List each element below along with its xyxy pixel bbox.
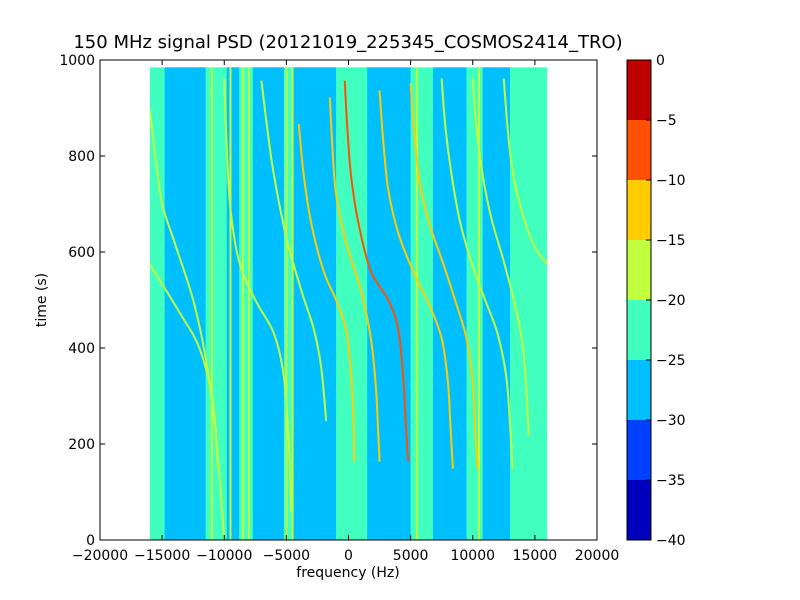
y-tick-label: 800	[68, 149, 95, 165]
x-tick-label: −10000	[196, 548, 252, 564]
colorbar-tick-label: 0	[656, 53, 665, 69]
spectrogram-image	[149, 67, 548, 540]
chart-title: 150 MHz signal PSD (20121019_225345_COSM…	[73, 32, 622, 53]
x-tick-label: 5000	[393, 548, 429, 564]
doppler-trace	[223, 78, 293, 513]
x-axis-label: frequency (Hz)	[296, 565, 399, 581]
x-tick-label: 0	[344, 548, 353, 564]
low-level-band	[432, 67, 467, 540]
colorbar-tick-label: −35	[656, 473, 686, 489]
spectrogram-content	[149, 67, 548, 540]
low-level-band	[226, 67, 240, 540]
x-tick-label: −20000	[72, 548, 128, 564]
x-tick-label: −15000	[134, 548, 190, 564]
colorbar-segment	[627, 120, 651, 180]
colorbar-tick-label: −25	[656, 353, 686, 369]
doppler-trace	[149, 109, 220, 469]
doppler-trace	[260, 80, 328, 421]
x-tick-label: −5000	[263, 548, 310, 564]
colorbar-tick-label: −10	[656, 173, 686, 189]
doppler-trace	[409, 83, 479, 469]
doppler-trace	[502, 78, 548, 265]
y-tick-label: 400	[68, 341, 95, 357]
y-tick-label: 200	[68, 437, 95, 453]
doppler-trace	[378, 90, 454, 469]
doppler-trace	[328, 97, 381, 462]
x-tick-label: 10000	[450, 548, 495, 564]
y-axis: 0 200 400 600 800 1000	[59, 53, 597, 549]
colorbar-segment	[627, 360, 651, 420]
plot-area	[99, 59, 598, 541]
colorbar-segment	[627, 420, 651, 480]
colorbar-tick-label: −15	[656, 233, 686, 249]
doppler-trace	[440, 78, 514, 469]
colorbar-segment	[627, 300, 651, 360]
colorbar-tick-label: −40	[656, 533, 686, 549]
colorbar-segment	[627, 60, 651, 120]
colorbar: −40 −35 −30 −25 −20 −15 −10 −5 0	[626, 53, 686, 549]
y-tick-label: 0	[86, 533, 95, 549]
y-tick-label: 1000	[59, 53, 95, 69]
colorbar-tick-label: −20	[656, 293, 686, 309]
doppler-trace	[343, 80, 410, 462]
doppler-trace	[297, 123, 356, 462]
colorbar-segment	[627, 240, 651, 300]
colorbar-tick-label: −30	[656, 413, 686, 429]
y-axis-label: time (s)	[34, 273, 50, 327]
low-level-band	[164, 67, 206, 540]
doppler-trace	[471, 78, 530, 436]
x-tick-label: 20000	[575, 548, 620, 564]
x-tick-label: 15000	[513, 548, 558, 564]
colorbar-tick-label: −5	[656, 113, 677, 129]
colorbar-segment	[627, 180, 651, 240]
colorbar-segment	[627, 480, 651, 540]
y-tick-label: 600	[68, 245, 95, 261]
x-axis: −20000 −15000 −10000 −5000 0 5000 10000 15000 20…	[72, 60, 619, 564]
